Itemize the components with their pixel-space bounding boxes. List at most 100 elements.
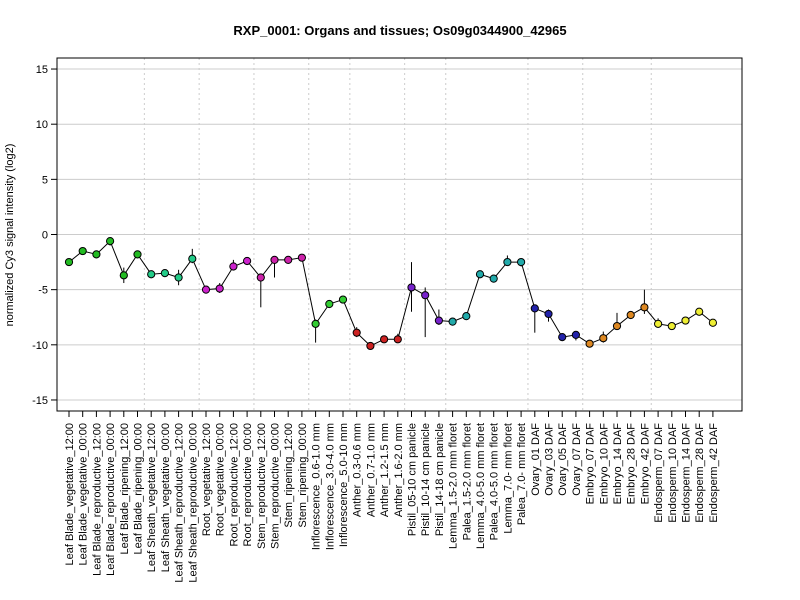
data-point xyxy=(434,316,443,325)
x-tick-label: Leaf Blade_reproductive_12:00 xyxy=(91,423,103,576)
data-point xyxy=(311,319,320,328)
x-tick-label: Leaf Blade_ripening_00:00 xyxy=(133,423,145,555)
data-point xyxy=(352,328,361,337)
x-tick-label: Anther_0.3-0.6 mm xyxy=(352,423,364,517)
data-point xyxy=(612,321,622,331)
y-tick-label: -5 xyxy=(38,285,48,297)
y-tick-label: -10 xyxy=(32,340,48,352)
x-tick-label: Anther_1.2-1.5 mm xyxy=(379,423,391,517)
x-tick-label: Stem_reproductive_12:00 xyxy=(256,423,268,549)
data-point xyxy=(188,254,197,263)
data-point xyxy=(681,316,690,325)
data-point xyxy=(640,303,649,312)
x-tick-label: Anther_0.7-1.0 mm xyxy=(365,423,377,517)
data-point xyxy=(325,299,334,309)
x-tick-label: Endosperm_07 DAF xyxy=(653,423,665,523)
data-point xyxy=(695,307,704,316)
x-tick-label: Inflorescence_3.0-4.0 mm xyxy=(324,423,336,550)
x-tick-label: Leaf Blade_reproductive_00:00 xyxy=(105,423,117,576)
x-tick-label: Pistil_14-18 cm panicle xyxy=(434,423,446,536)
data-point xyxy=(599,334,608,343)
x-tick-label: Ovary_05 DAF xyxy=(557,423,569,496)
x-tick-label: Anther_1.6-2.0 mm xyxy=(393,423,405,517)
x-tick-label: Leaf Sheath_reproductive_00:00 xyxy=(187,423,199,583)
x-tick-label: Leaf Blade_vegetative_00:00 xyxy=(78,423,90,566)
x-tick-label: Inflorescence_0.6-1.0 mm xyxy=(311,423,323,550)
data-point xyxy=(393,335,402,344)
x-tick-label: Stem_ripening_00:00 xyxy=(297,423,309,528)
data-point xyxy=(407,283,416,292)
data-point xyxy=(544,309,553,319)
x-tick-label: Leaf Sheath_vegetative_00:00 xyxy=(160,423,172,572)
x-tick-label: Palea_4.0-5.0 mm floret xyxy=(489,423,501,540)
data-point xyxy=(530,304,539,313)
x-tick-label: Pistil_10-14 cm panicle xyxy=(420,423,432,536)
data-point xyxy=(133,250,142,259)
x-tick-label: Embryo_42 DAF xyxy=(639,423,651,505)
x-tick-label: Endosperm_14 DAF xyxy=(681,423,693,523)
x-tick-label: Root_reproductive_00:00 xyxy=(242,423,254,547)
y-tick-label: 15 xyxy=(36,64,48,76)
data-point xyxy=(338,295,348,304)
x-tick-label: Embryo_28 DAF xyxy=(626,423,638,505)
plot-area: -15 -10 -5 0 5 10 15 Leaf Blade_vegetative_12:0… xyxy=(32,57,743,583)
y-tick-label: -15 xyxy=(32,395,48,407)
data-point xyxy=(708,318,718,327)
x-tick-label: Lemma_1.5-2.0 mm floret xyxy=(448,423,460,549)
x-tick-label: Palea_7.0- mm floret xyxy=(516,423,528,525)
x-tick-label: Ovary_01 DAF xyxy=(530,423,542,496)
x-tick-label: Inflorescence_5.0-10 mm xyxy=(338,423,350,547)
x-tick-label: Endosperm_28 DAF xyxy=(694,423,706,523)
data-point xyxy=(229,262,238,271)
x-tick-label: Embryo_14 DAF xyxy=(612,423,624,505)
x-tick-label: Ovary_03 DAF xyxy=(544,423,556,496)
data-point xyxy=(201,285,211,294)
chart-title: RXP_0001: Organs and tissues; Os09g03449… xyxy=(233,23,566,38)
data-point xyxy=(297,253,306,262)
data-point xyxy=(215,284,224,293)
x-tick-label: Palea_1.5-2.0 mm floret xyxy=(461,423,473,540)
data-point xyxy=(92,250,101,259)
data-point xyxy=(366,341,375,351)
x-tick-label: Root_vegetative_00:00 xyxy=(215,423,227,536)
x-tick-label: Lemma_4.0-5.0 mm floret xyxy=(475,423,487,549)
series-line xyxy=(68,240,714,347)
data-point xyxy=(78,246,87,256)
x-tick-label: Embryo_07 DAF xyxy=(585,423,597,505)
data-point xyxy=(256,273,265,282)
data-point xyxy=(667,321,676,331)
data-point xyxy=(147,270,156,279)
x-tick-label: Pistil_05-10 cm panicle xyxy=(407,423,419,536)
data-point xyxy=(64,257,74,267)
x-tick-label: Leaf Sheath_reproductive_12:00 xyxy=(174,423,186,583)
data-point xyxy=(489,274,498,283)
y-tick-label: 5 xyxy=(42,174,48,186)
x-tick-label: Leaf Sheath_vegetative_12:00 xyxy=(146,423,158,572)
data-point xyxy=(571,330,581,339)
data-point xyxy=(160,269,169,278)
x-tick-label: Leaf Blade_ripening_12:00 xyxy=(119,423,131,555)
x-tick-label: Endosperm_42 DAF xyxy=(708,423,720,523)
data-point xyxy=(462,312,471,321)
data-point xyxy=(517,257,526,267)
x-tick-label: Endosperm_10 DAF xyxy=(667,423,679,523)
y-tick-label: 0 xyxy=(42,230,48,242)
x-tick-label: Ovary_07 DAF xyxy=(571,423,583,496)
x-tick-label: Stem_ripening_12:00 xyxy=(283,423,295,528)
data-point xyxy=(270,255,279,264)
data-point xyxy=(654,319,663,328)
x-tick-label: Root_reproductive_12:00 xyxy=(228,423,240,547)
data-point xyxy=(421,291,430,300)
x-tick-label: Leaf Blade_vegetative_12:00 xyxy=(64,423,76,566)
data-point xyxy=(380,335,389,344)
data-point xyxy=(243,256,252,266)
data-point xyxy=(558,332,567,342)
x-tick-label: Stem_reproductive_00:00 xyxy=(270,423,282,549)
data-point xyxy=(284,255,293,264)
y-axis-label: normalized Cy3 signal intensity (log2) xyxy=(4,144,16,327)
data-point xyxy=(448,317,457,326)
data-point xyxy=(106,237,115,246)
data-point xyxy=(585,339,594,348)
data-point xyxy=(475,270,485,279)
